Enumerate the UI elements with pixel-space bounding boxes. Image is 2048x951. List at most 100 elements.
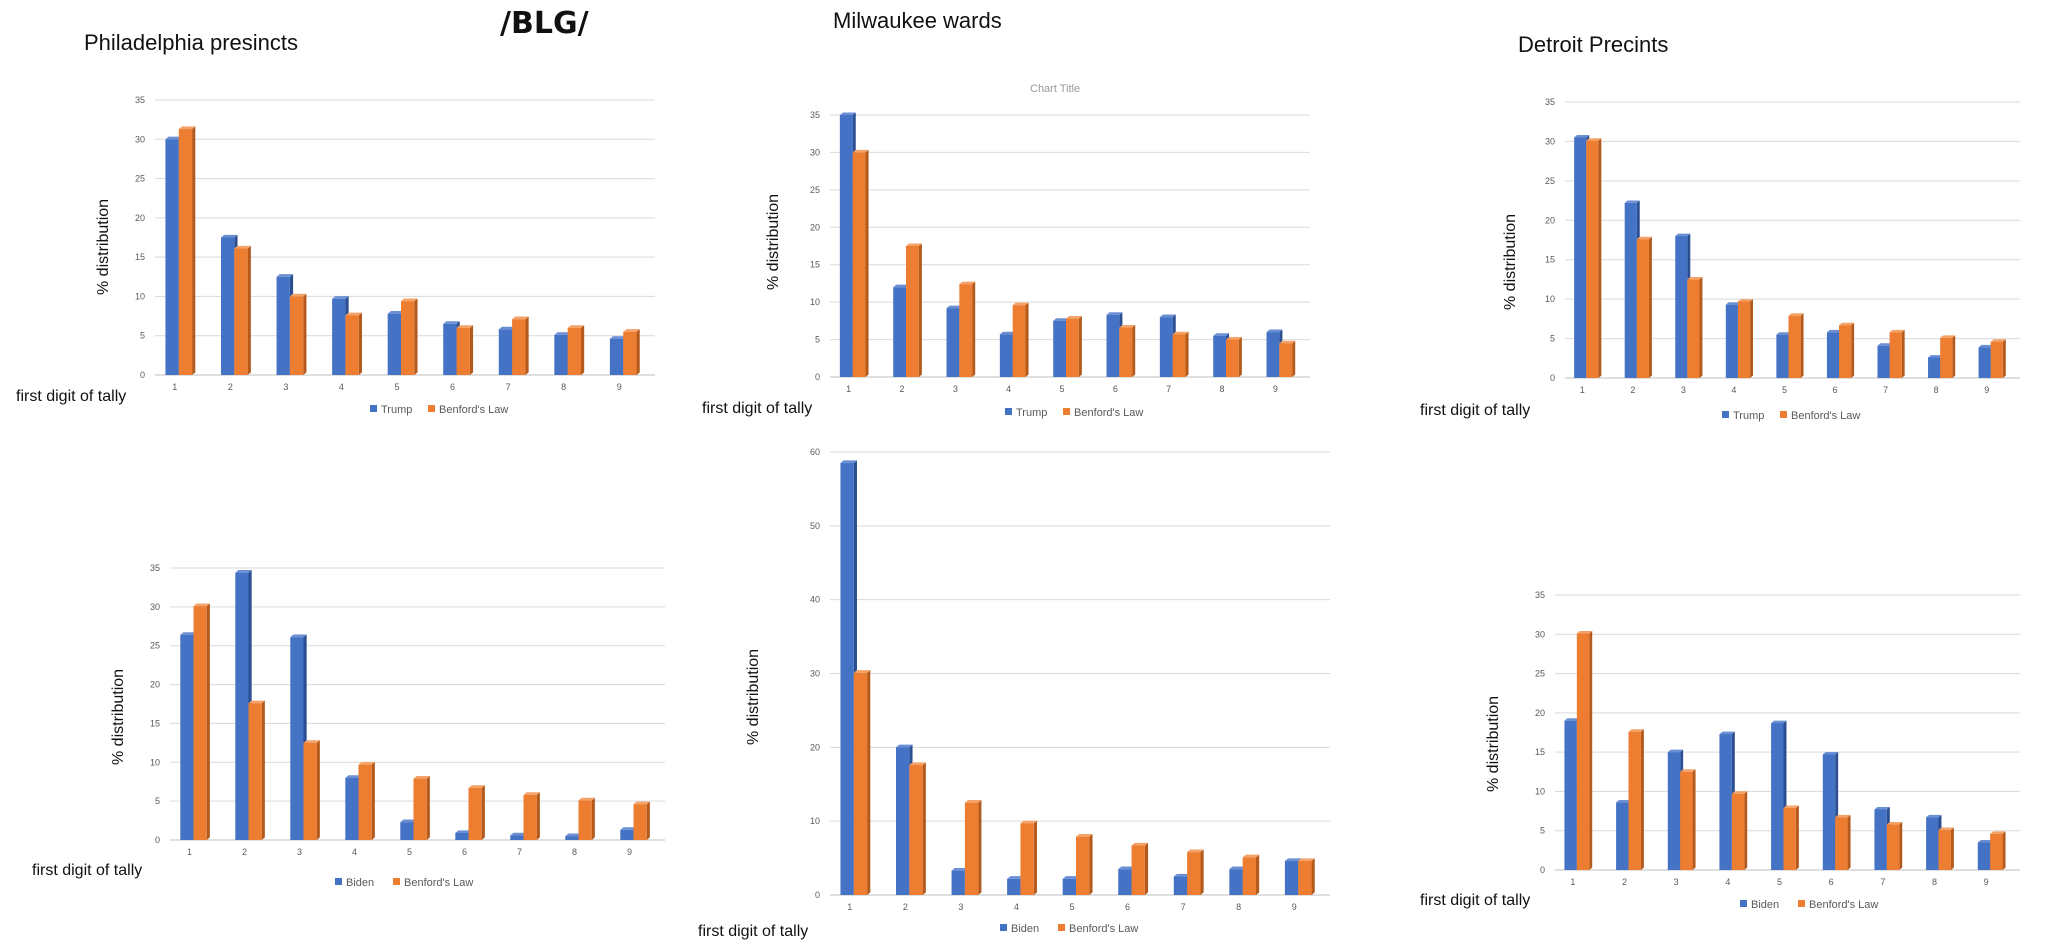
x-tick-label: 8 — [572, 847, 577, 857]
bar-front — [1675, 236, 1688, 378]
bar-top — [1990, 339, 2006, 342]
y-tick-label: 5 — [815, 335, 820, 345]
bar-top — [896, 744, 913, 748]
y-tick-label: 5 — [155, 796, 160, 806]
bar-front — [498, 329, 513, 375]
bar-top — [567, 325, 585, 328]
watermark-logo: /BLG/ — [500, 6, 589, 41]
bar-benford-8 — [1938, 827, 1954, 870]
bar-side — [1899, 821, 1903, 870]
x-tick-label: 1 — [172, 382, 177, 392]
x-tick-label: 8 — [1219, 384, 1224, 394]
bar-front — [1822, 754, 1836, 870]
x-tick-label: 5 — [1777, 877, 1782, 887]
bar-side — [1238, 337, 1242, 377]
bar-front — [565, 836, 579, 840]
bar-benford-3 — [303, 740, 320, 840]
bar-top — [959, 281, 976, 285]
bar-top — [1938, 827, 1954, 830]
bar-front — [623, 331, 637, 375]
bar-top — [1284, 858, 1302, 862]
bar-front — [1213, 335, 1226, 377]
bar-side — [1640, 729, 1644, 870]
bar-benford-1 — [1576, 631, 1593, 870]
y-tick-label: 0 — [140, 370, 145, 380]
bar-front — [1053, 320, 1066, 377]
bar-front — [567, 327, 581, 375]
bar-front — [633, 804, 647, 840]
x-axis-label: first digit of tally — [1420, 892, 1531, 909]
bar-top — [498, 326, 516, 330]
bar-benford-6 — [456, 325, 474, 375]
bar-benford-9 — [623, 329, 640, 375]
column-title-milwaukee: Milwaukee wards — [833, 8, 1002, 33]
bar-top — [180, 632, 197, 635]
bar-top — [1076, 834, 1093, 837]
bar-front — [1826, 332, 1840, 378]
bar-front — [1012, 305, 1026, 377]
y-tick-label: 20 — [135, 213, 145, 223]
bar-front — [1877, 345, 1890, 378]
legend-item-benford: Benford's Law — [1063, 407, 1143, 419]
bar-front — [1636, 239, 1649, 378]
y-tick-label: 30 — [810, 147, 820, 157]
y-tick-label: 0 — [1540, 865, 1545, 875]
bar-benford-8 — [567, 325, 585, 375]
bar-front — [554, 334, 568, 375]
bar-benford-9 — [1990, 339, 2006, 378]
bar-front — [1783, 807, 1796, 870]
bar-front — [1576, 633, 1590, 870]
bar-side — [1795, 805, 1799, 870]
bar-front — [1106, 314, 1120, 377]
bar-top — [1574, 135, 1590, 138]
x-tick-label: 2 — [242, 847, 247, 857]
bar-top — [1771, 720, 1787, 724]
bar-front — [413, 778, 427, 840]
bar-side — [1589, 631, 1593, 870]
x-tick-label: 2 — [903, 902, 908, 912]
bar-top — [345, 312, 362, 316]
legend-swatch — [428, 405, 435, 412]
bar-benford-7 — [512, 316, 529, 375]
bar-benford-3 — [1680, 769, 1696, 870]
y-tick-label: 20 — [1535, 708, 1545, 718]
bar-top — [289, 293, 307, 297]
bar-side — [1692, 769, 1696, 870]
y-tick-label: 20 — [810, 742, 820, 752]
bar-benford-2 — [906, 243, 922, 377]
bar-top — [1978, 344, 1994, 348]
bar-benford-9 — [1298, 858, 1315, 895]
x-tick-label: 6 — [1113, 384, 1118, 394]
bar-benford-5 — [401, 298, 418, 375]
bar-side — [1847, 814, 1851, 870]
bar-front — [1624, 202, 1637, 378]
bar-top — [248, 700, 265, 704]
x-tick-label: 4 — [1006, 384, 1011, 394]
x-tick-label: 3 — [1674, 877, 1679, 887]
bar-benford-1 — [853, 670, 871, 895]
x-tick-label: 1 — [846, 384, 851, 394]
bar-side — [1144, 842, 1149, 895]
bar-top — [1053, 318, 1070, 321]
bar-side — [591, 797, 595, 840]
chart-title: Chart Title — [1030, 83, 1081, 95]
bar-top — [853, 670, 871, 673]
y-tick-label: 30 — [810, 669, 820, 679]
bar-front — [852, 152, 866, 377]
bar-benford-1 — [193, 603, 210, 840]
x-tick-label: 1 — [1570, 877, 1575, 887]
x-tick-label: 4 — [1725, 877, 1730, 887]
bar-top — [387, 311, 405, 314]
x-tick-label: 7 — [1181, 902, 1186, 912]
bar-benford-1 — [1586, 138, 1602, 378]
bar-benford-6 — [1835, 814, 1851, 870]
bar-front — [951, 870, 965, 895]
bar-top — [510, 832, 527, 836]
bar-top — [946, 305, 963, 309]
x-tick-label: 9 — [627, 847, 632, 857]
legend-item-benford: Benford's Law — [1058, 923, 1138, 935]
x-tick-label: 6 — [1829, 877, 1834, 887]
y-tick-label: 40 — [810, 595, 820, 605]
bar-top — [565, 833, 582, 837]
